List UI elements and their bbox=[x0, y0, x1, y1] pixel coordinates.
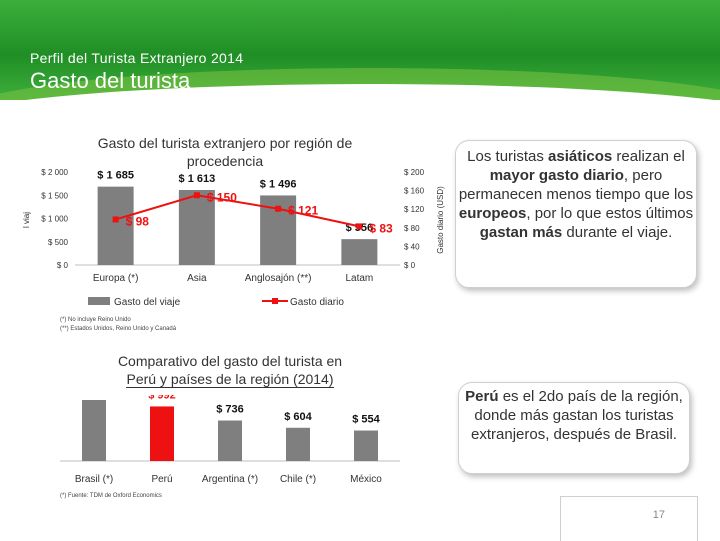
daily-spend-label: $ 98 bbox=[126, 214, 150, 228]
chart2-title-line2-text: Perú y países de la región (2014) bbox=[126, 371, 333, 388]
region-spend-chart: $ 0 $ 500 $ 1 000 $ 1 500 $ 2 000 $ 0 $ 40 $ 80… bbox=[0, 160, 450, 310]
country-tick-label: Brasil (*) bbox=[75, 474, 113, 485]
category-tick-label: Asia bbox=[187, 273, 207, 284]
country-tick-label: Perú bbox=[151, 474, 172, 485]
trip-spend-label: $ 1 496 bbox=[260, 178, 297, 190]
y-left-tick-label: $ 500 bbox=[48, 238, 69, 247]
daily-spend-line bbox=[116, 195, 360, 226]
y-left-tick-label: $ 1 500 bbox=[41, 191, 68, 200]
y-left-axis-label: l viaj bbox=[22, 212, 31, 228]
callout1-p5: durante el viaje bbox=[562, 224, 668, 241]
chart2-title: Comparativo del gasto del turista en Per… bbox=[80, 352, 380, 388]
country-bar bbox=[286, 428, 310, 461]
country-tick-label: México bbox=[350, 474, 382, 485]
country-value-label: $ 604 bbox=[284, 411, 312, 423]
callout1-text: Los turistas asiáticos realizan el mayor… bbox=[459, 148, 693, 241]
callout1-p1: Los turistas bbox=[467, 148, 548, 165]
header-subtitle: Perfil del Turista Extranjero 2014 bbox=[30, 50, 243, 66]
callout2-p1: es el 2do país de la región, donde más g… bbox=[471, 388, 683, 443]
daily-spend-marker bbox=[275, 206, 281, 212]
y-left-tick-label: $ 1 000 bbox=[41, 215, 68, 224]
category-tick-label: Europa (*) bbox=[93, 273, 139, 284]
callout1-b2: mayor gasto diario bbox=[490, 167, 624, 184]
chart1-note-2: (**) Estados Unidos, Reino Unido y Canad… bbox=[60, 326, 176, 332]
chart2-source: (*) Fuente: TDM de Oxford Economics bbox=[60, 493, 162, 499]
country-tick-label: Argentina (*) bbox=[202, 474, 258, 485]
header-banner: Perfil del Turista Extranjero 2014 Gasto… bbox=[0, 0, 720, 100]
callout-peru: Perú es el 2do país de la región, donde … bbox=[458, 382, 690, 474]
y-right-tick-label: $ 80 bbox=[404, 224, 420, 233]
callout-asian-tourists: Los turistas asiáticos realizan el mayor… bbox=[455, 140, 697, 288]
callout1-p2: realizan el bbox=[612, 148, 685, 165]
callout1-b3: europeos bbox=[459, 205, 527, 222]
y-right-tick-label: $ 120 bbox=[404, 205, 425, 214]
country-value-label: $ 992 bbox=[148, 395, 176, 401]
trip-spend-label: $ 1 685 bbox=[97, 170, 134, 182]
y-right-tick-label: $ 40 bbox=[404, 242, 420, 251]
category-tick-label: Anglosajón (**) bbox=[245, 273, 312, 284]
country-bar bbox=[150, 406, 174, 461]
country-bar bbox=[354, 431, 378, 461]
daily-spend-marker bbox=[194, 192, 200, 198]
legend-trip-swatch bbox=[88, 297, 110, 305]
callout1-p6: . bbox=[668, 224, 672, 241]
daily-spend-marker bbox=[356, 223, 362, 229]
y-left-tick-label: $ 0 bbox=[57, 261, 69, 270]
callout1-b4: gastan más bbox=[480, 224, 563, 241]
country-tick-label: Chile (*) bbox=[280, 474, 316, 485]
header-title: Gasto del turista bbox=[30, 68, 190, 94]
callout2-b1: Perú bbox=[465, 388, 498, 405]
legend-daily-marker bbox=[272, 298, 278, 304]
page-number-box: 17 bbox=[560, 496, 698, 541]
daily-spend-label: $ 150 bbox=[207, 190, 237, 204]
chart1-title-line1: Gasto del turista extranjero por región … bbox=[80, 134, 370, 152]
y-right-tick-label: $ 200 bbox=[404, 168, 425, 177]
daily-spend-marker bbox=[113, 216, 119, 222]
trip-spend-bar bbox=[341, 239, 377, 265]
chart2-title-line2: Perú y países de la región (2014) bbox=[80, 370, 380, 388]
y-right-axis-label: Gasto diario (USD) bbox=[436, 186, 445, 254]
trip-spend-label: $ 1 613 bbox=[179, 173, 216, 185]
callout1-p4: , por lo que estos últimos bbox=[526, 205, 693, 222]
country-value-label: $ 554 bbox=[352, 414, 380, 426]
country-value-label: $ 736 bbox=[216, 404, 244, 416]
country-bar bbox=[218, 421, 242, 461]
daily-spend-label: $ 121 bbox=[288, 204, 318, 218]
y-right-tick-label: $ 0 bbox=[404, 261, 416, 270]
chart1-note-1: (*) No incluye Reino Unido bbox=[60, 317, 131, 323]
chart2-title-line1: Comparativo del gasto del turista en bbox=[80, 352, 380, 370]
country-bar bbox=[82, 400, 106, 461]
y-right-tick-label: $ 160 bbox=[404, 187, 425, 196]
legend-daily-label: Gasto diario bbox=[290, 297, 344, 308]
callout1-b1: asiáticos bbox=[548, 148, 612, 165]
category-tick-label: Latam bbox=[345, 273, 373, 284]
daily-spend-label: $ 83 bbox=[369, 221, 393, 235]
y-left-tick-label: $ 2 000 bbox=[41, 168, 68, 177]
page-number: 17 bbox=[653, 509, 665, 521]
legend-trip-label: Gasto del viaje bbox=[114, 297, 181, 308]
